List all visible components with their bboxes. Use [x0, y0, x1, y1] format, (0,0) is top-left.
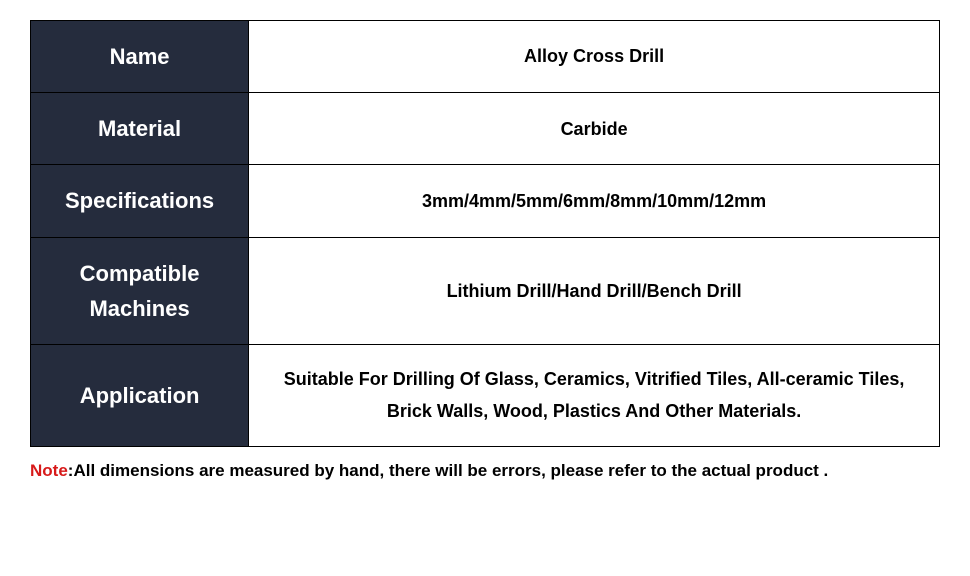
table-row: Name Alloy Cross Drill [31, 21, 940, 93]
row-label: Application [31, 344, 249, 446]
row-value: Lithium Drill/Hand Drill/Bench Drill [249, 237, 940, 344]
note-prefix: Note [30, 461, 68, 480]
table-row: Material Carbide [31, 93, 940, 165]
row-value: Carbide [249, 93, 940, 165]
table-row: Application Suitable For Drilling Of Gla… [31, 344, 940, 446]
row-label: Specifications [31, 165, 249, 237]
note-line: Note:All dimensions are measured by hand… [30, 461, 940, 481]
row-label: Name [31, 21, 249, 93]
note-text: :All dimensions are measured by hand, th… [68, 461, 829, 480]
table-row: Specifications 3mm/4mm/5mm/6mm/8mm/10mm/… [31, 165, 940, 237]
row-value: Alloy Cross Drill [249, 21, 940, 93]
specifications-table: Name Alloy Cross Drill Material Carbide … [30, 20, 940, 447]
row-label: Material [31, 93, 249, 165]
row-value: Suitable For Drilling Of Glass, Ceramics… [249, 344, 940, 446]
row-label: Compatible Machines [31, 237, 249, 344]
table-row: Compatible Machines Lithium Drill/Hand D… [31, 237, 940, 344]
row-value: 3mm/4mm/5mm/6mm/8mm/10mm/12mm [249, 165, 940, 237]
